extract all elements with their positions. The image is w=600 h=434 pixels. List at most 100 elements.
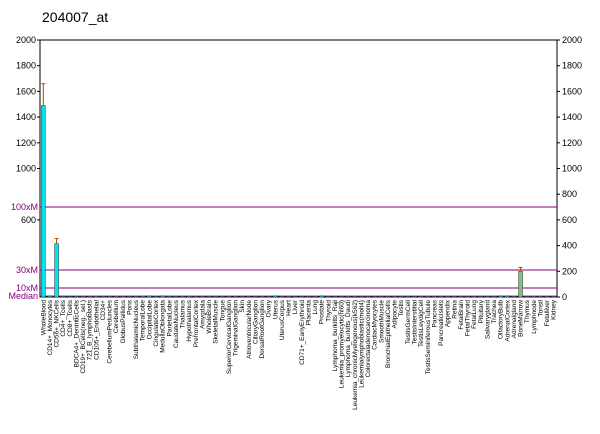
bar — [87, 296, 92, 298]
x-tick-label: MedullaOblongata — [160, 300, 167, 353]
bar — [392, 296, 397, 298]
y-tick-label: 600 — [21, 215, 36, 225]
x-tick-label: CD34+ — [100, 300, 107, 321]
bar — [425, 296, 430, 298]
x-tick-label: Colorectaladenocarcinoma — [365, 300, 372, 378]
x-tick-label: AtrioventricularNode — [246, 300, 253, 359]
bar — [200, 296, 205, 298]
reference-label: 30xM — [16, 265, 38, 275]
bar — [213, 296, 218, 298]
x-tick-label: Skin — [239, 300, 246, 313]
x-tick-label: TestisLeydigCell — [418, 299, 425, 347]
x-tick-label: Leukemia_promyelocytic(hl60) — [339, 300, 346, 388]
y-tick-label: 1200 — [16, 138, 36, 148]
x-tick-label: Trachea — [491, 300, 498, 324]
bar — [452, 296, 457, 298]
x-tick-label: FetalBrain — [458, 300, 465, 330]
x-tick-label: PrefrontalCortex — [193, 299, 200, 347]
bar — [359, 296, 364, 298]
bar — [239, 296, 245, 298]
x-tick-label: Adrenalgland — [511, 300, 518, 339]
x-tick-label: Thymus — [524, 299, 531, 323]
bar — [372, 296, 377, 298]
x-tick-label: Pancreas — [431, 299, 438, 327]
bar — [246, 296, 252, 298]
bar — [352, 296, 358, 298]
x-tick-label: Kidney — [551, 299, 558, 320]
x-tick-label: Pons — [126, 299, 133, 315]
x-tick-label: Placenta — [305, 300, 312, 326]
bar — [379, 296, 384, 298]
x-tick-label: Heart — [286, 300, 293, 316]
y2-tick-label: 1400 — [562, 112, 582, 122]
bar — [206, 296, 212, 298]
x-tick-label: Testis — [398, 299, 405, 316]
x-tick-label: UterusCorpus — [279, 299, 286, 340]
bar — [544, 296, 550, 298]
bar — [94, 295, 99, 298]
bar — [133, 296, 139, 298]
x-tick-label: Tongue — [219, 300, 226, 322]
x-tick-label: WholeBrain — [206, 300, 213, 334]
x-tick-label: ParietalLobe — [166, 300, 173, 337]
bar — [292, 296, 298, 298]
x-tick-label: CiliaryGanglion — [252, 300, 259, 344]
bar — [339, 296, 344, 298]
x-tick-label: Appendix — [445, 299, 452, 327]
x-tick-label: Retina — [451, 300, 458, 319]
x-tick-label: GlobusPallidus — [120, 299, 127, 343]
y2-tick-label: 400 — [562, 241, 577, 251]
bar — [41, 105, 46, 298]
x-tick-label: Prostate — [319, 300, 326, 325]
y2-tick-label: 800 — [562, 189, 577, 199]
x-tick-label: Amygdala — [199, 300, 206, 329]
x-tick-label: PancreaticIslets — [438, 299, 445, 346]
x-tick-label: Uterus — [272, 299, 279, 319]
x-tick-label: CerebellumPeduncles — [107, 299, 114, 363]
bar — [253, 296, 258, 298]
bar — [67, 296, 73, 298]
x-tick-label: OccipitalLobe — [146, 300, 153, 340]
y-tick-label: 2000 — [16, 35, 36, 45]
x-tick-label: Fetalliver — [544, 299, 551, 326]
x-tick-label: WholeBlood — [40, 300, 47, 335]
bar — [180, 296, 185, 298]
x-tick-label: SkeletalMuscle — [213, 300, 220, 344]
x-tick-label: Salivarygland — [484, 300, 491, 339]
bar — [326, 296, 331, 298]
bar — [418, 296, 424, 298]
bar — [471, 296, 477, 298]
bar — [173, 296, 179, 298]
reference-label: 10xM — [16, 283, 38, 293]
y2-tick-label: 1000 — [562, 164, 582, 174]
x-tick-label: CD8+_Tcells — [67, 299, 74, 336]
x-tick-label: CD4+_Tcells — [60, 299, 67, 336]
x-tick-label: CD56+_NKCells — [54, 299, 61, 347]
bar — [478, 296, 484, 298]
bar — [398, 296, 404, 298]
bar — [485, 296, 490, 298]
bar — [551, 296, 556, 298]
x-tick-label: Liver — [292, 299, 299, 314]
y2-tick-label: 2000 — [562, 35, 582, 45]
bar — [226, 296, 232, 298]
x-tick-label: Cerebellum — [113, 300, 120, 333]
x-tick-label: Adipocyte — [392, 300, 399, 329]
bar — [140, 295, 145, 298]
y2-tick-label: 1600 — [562, 86, 582, 96]
bar — [259, 296, 265, 298]
bar — [405, 296, 411, 298]
bar — [511, 296, 517, 298]
bar — [107, 296, 112, 298]
bar — [233, 296, 238, 298]
x-tick-label: Hypothalamus — [186, 299, 193, 341]
bar — [445, 296, 450, 298]
x-tick-label: SubthalamicNucleus — [133, 299, 140, 359]
reference-label: Median — [8, 291, 38, 301]
x-tick-label: BronchialEpithelialCells — [385, 299, 392, 368]
x-tick-label: CD19+_BCells(neg._sel.) — [80, 300, 87, 374]
bar — [54, 243, 59, 298]
x-tick-label: BDCA4+_DentriticCells — [73, 299, 80, 367]
bar — [47, 295, 53, 298]
x-tick-label: Lymphoma_burkitts_Daudi — [345, 300, 352, 377]
